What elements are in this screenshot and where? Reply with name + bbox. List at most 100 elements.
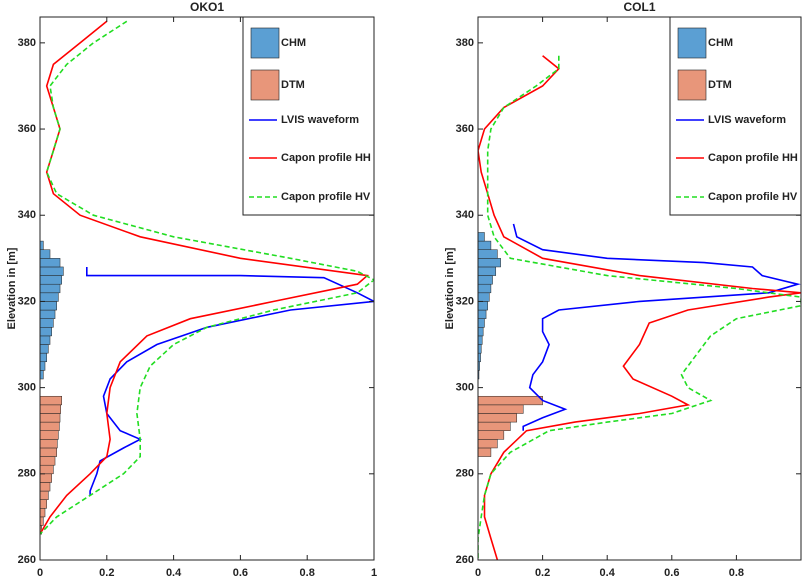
profile-line bbox=[40, 20, 370, 535]
legend-label: DTM bbox=[708, 79, 732, 91]
subplot: 0 0.2 0.4 0.6 0.8 260 280 300 320 340 360 380 COL1 El… bbox=[444, 0, 802, 579]
legend-label: Capon profile HH bbox=[708, 152, 798, 164]
histogram-bar bbox=[478, 258, 501, 268]
profile-line bbox=[478, 55, 801, 560]
histogram-bar bbox=[478, 430, 505, 440]
histogram-bar bbox=[40, 370, 44, 380]
histogram-bar bbox=[40, 430, 59, 440]
legend-swatch bbox=[250, 69, 280, 101]
histogram-bar bbox=[40, 490, 49, 500]
legend-swatch bbox=[677, 69, 707, 101]
histogram-bar bbox=[40, 464, 54, 475]
histogram-bar bbox=[478, 413, 518, 423]
histogram-bar bbox=[40, 240, 44, 250]
profile-line bbox=[478, 55, 801, 560]
histogram-bar bbox=[40, 352, 47, 363]
x-tick-label: 0 bbox=[475, 567, 481, 579]
histogram-bar bbox=[478, 275, 493, 285]
y-tick-label: 340 bbox=[456, 209, 474, 221]
histogram-bar bbox=[40, 508, 46, 518]
x-tick-label: 0 bbox=[37, 567, 43, 579]
x-tick-label: 0.8 bbox=[300, 567, 315, 579]
histogram-bar bbox=[40, 404, 61, 414]
x-tick-label: 0.6 bbox=[233, 567, 248, 579]
y-tick-label: 360 bbox=[456, 123, 474, 135]
histogram-bar bbox=[40, 395, 62, 406]
histogram-bar bbox=[478, 309, 487, 319]
legend-label: Capon profile HV bbox=[708, 191, 798, 203]
y-tick-label: 380 bbox=[18, 37, 36, 49]
legend-swatch bbox=[677, 27, 707, 59]
x-tick-label: 1 bbox=[371, 567, 377, 579]
histogram-bar bbox=[40, 258, 61, 268]
histogram-bar bbox=[40, 516, 44, 526]
histogram-bar bbox=[40, 499, 47, 509]
histogram-bar bbox=[478, 232, 485, 242]
x-tick-label: 0.4 bbox=[166, 567, 182, 579]
histogram-bar bbox=[40, 439, 58, 449]
axes-frame bbox=[39, 16, 375, 561]
histogram-bar bbox=[40, 301, 57, 311]
histogram-bar bbox=[478, 266, 497, 276]
histogram-bar bbox=[40, 473, 52, 483]
profile-line bbox=[40, 20, 374, 535]
legend-label: LVIS waveform bbox=[708, 114, 786, 126]
y-tick-label: 340 bbox=[18, 209, 36, 221]
x-tick-label: 0.2 bbox=[99, 567, 114, 579]
y-tick-label: 320 bbox=[456, 295, 474, 307]
y-tick-label: 300 bbox=[18, 382, 36, 394]
y-tick-label: 380 bbox=[456, 37, 474, 49]
histogram-bar bbox=[40, 456, 56, 466]
chart-title: COL1 bbox=[623, 0, 655, 14]
histogram-bar bbox=[40, 292, 59, 302]
subplot: 0 0.2 0.4 0.6 0.8 1 260 280 300 320 340 360 380 OKO1 E… bbox=[6, 0, 377, 579]
legend-label: LVIS waveform bbox=[281, 114, 359, 126]
histogram-bar bbox=[40, 309, 56, 319]
legend: CHM DTM LVIS waveform Capon profile HH Capon… bbox=[669, 16, 802, 216]
y-axis-label: Elevation in [m] bbox=[444, 247, 456, 329]
y-tick-label: 280 bbox=[456, 468, 474, 480]
legend-label: Capon profile HH bbox=[281, 152, 371, 164]
profile-line bbox=[512, 223, 801, 431]
legend-label: DTM bbox=[281, 79, 305, 91]
histogram-bar bbox=[40, 318, 54, 328]
histogram-bar bbox=[478, 292, 490, 302]
profile-line bbox=[86, 267, 374, 496]
y-tick-label: 360 bbox=[18, 123, 36, 135]
histogram-bar bbox=[40, 327, 52, 337]
y-axis-label: Elevation in [m] bbox=[6, 247, 18, 329]
y-tick-label: 320 bbox=[18, 295, 36, 307]
histogram-bar bbox=[478, 395, 543, 406]
histogram-bar bbox=[478, 318, 485, 328]
y-tick-label: 260 bbox=[456, 554, 474, 566]
histogram-bar bbox=[40, 447, 57, 457]
plot-area bbox=[40, 20, 374, 535]
histogram-bar bbox=[478, 447, 492, 457]
y-tick-label: 280 bbox=[18, 468, 36, 480]
histogram-bar bbox=[40, 413, 61, 423]
histogram-bar bbox=[478, 439, 498, 449]
legend: CHM DTM LVIS waveform Capon profile HH Capon… bbox=[242, 16, 375, 216]
chart-title: OKO1 bbox=[190, 0, 224, 14]
histogram-bar bbox=[478, 301, 488, 311]
histogram-bar bbox=[40, 361, 46, 371]
x-tick-label: 0.6 bbox=[664, 567, 679, 579]
histogram-bar bbox=[40, 344, 49, 354]
x-tick-label: 0.4 bbox=[600, 567, 616, 579]
x-tick-label: 0.8 bbox=[729, 567, 744, 579]
histogram-bar bbox=[40, 283, 61, 294]
y-tick-label: 260 bbox=[18, 554, 36, 566]
plot-area bbox=[478, 55, 801, 560]
histogram-bar bbox=[40, 275, 62, 285]
histogram-bar bbox=[40, 266, 64, 276]
legend-swatch bbox=[250, 27, 280, 59]
histogram-bar bbox=[478, 327, 484, 337]
histogram-bar bbox=[40, 482, 51, 492]
histogram-bar bbox=[40, 421, 60, 431]
histogram-bar bbox=[478, 240, 492, 250]
histogram-bar bbox=[478, 335, 483, 345]
histogram-bar bbox=[478, 283, 492, 294]
histogram-bar bbox=[40, 335, 51, 345]
x-tick-label: 0.2 bbox=[535, 567, 550, 579]
